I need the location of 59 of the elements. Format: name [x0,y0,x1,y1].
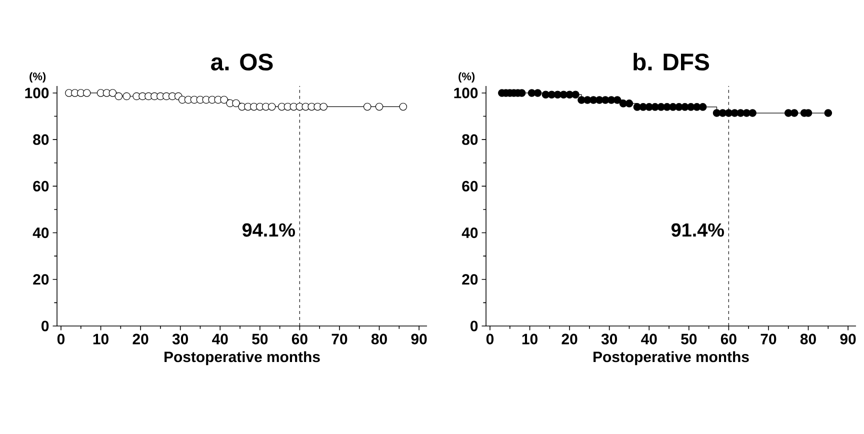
point [122,92,131,100]
y-tick-label: 40 [462,227,478,238]
x-tick-label: 30 [601,334,618,344]
y-tick-label: 0 [470,320,478,332]
y-tick-label: 80 [33,134,49,145]
point [232,99,240,108]
x-axis-title: Postoperative months [164,351,320,366]
point [625,100,634,108]
x-tick-label: 40 [641,334,657,344]
y-tick-label: 60 [462,180,478,192]
point [824,109,832,117]
x-tick-label: 10 [522,334,538,344]
annotation: 94.1% [242,223,295,237]
point [363,102,372,111]
x-tick-label: 20 [132,334,148,344]
point [572,90,580,99]
point [613,96,622,104]
point [82,89,91,97]
y-tick-label: 20 [33,274,49,285]
x-tick-label: 0 [57,334,65,344]
y-axis-title: (%) [458,72,475,82]
y-tick-label: 0 [42,320,49,332]
point [790,109,798,117]
point [698,103,707,111]
point [268,102,276,111]
point [534,89,542,97]
x-tick-label: 0 [486,334,494,344]
x-tick-label: 70 [332,334,348,344]
chart-title: a. OS [211,54,273,70]
x-tick-label: 50 [252,334,268,344]
point [220,96,228,104]
point [114,92,123,100]
y-tick-label: 60 [33,180,49,192]
y-tick-label: 100 [25,88,49,98]
point [375,102,384,111]
x-tick-label: 10 [93,334,108,344]
annotation: 91.4% [671,223,724,237]
point [748,109,756,117]
x-axis-title: Postoperative months [594,351,749,366]
y-tick-label: 20 [462,274,478,285]
y-tick-label: 100 [454,88,478,98]
x-tick-label: 80 [800,334,816,344]
x-tick-label: 70 [760,334,776,344]
x-tick-label: 40 [212,334,228,344]
y-axis-title: (%) [30,72,46,82]
x-tick-label: 20 [562,334,578,344]
x-tick-label: 60 [292,334,308,344]
y-tick-label: 40 [32,227,49,238]
x-tick-label: 30 [172,334,188,344]
x-tick-label: 80 [371,334,387,344]
point [399,102,408,111]
x-tick-label: 50 [681,334,697,344]
x-tick-label: 90 [840,334,856,344]
x-tick-label: 60 [720,334,736,344]
chart-title: b. DFS [634,52,710,70]
x-tick-label: 90 [411,334,427,344]
point [320,102,328,111]
y-tick-label: 80 [462,134,478,145]
point [108,89,117,97]
